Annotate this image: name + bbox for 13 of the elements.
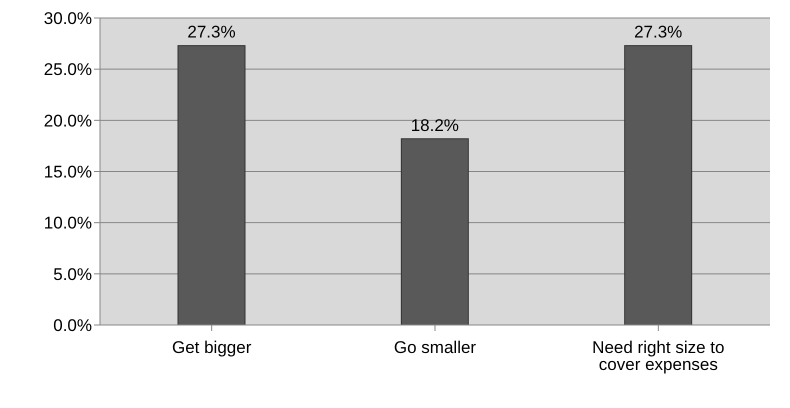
y-tick-label: 25.0% bbox=[44, 60, 92, 80]
y-tick-label: 5.0% bbox=[53, 264, 92, 284]
y-tick-label: 0.0% bbox=[53, 316, 92, 336]
x-tick-label: Go smaller bbox=[394, 338, 476, 358]
data-label: 18.2% bbox=[410, 116, 459, 135]
data-label: 27.3% bbox=[634, 22, 682, 42]
y-tick-label: 15.0% bbox=[44, 162, 92, 182]
x-tick-label: Need right size to cover expenses bbox=[592, 338, 724, 374]
y-tick-label: 10.0% bbox=[44, 214, 92, 233]
data-label: 27.3% bbox=[187, 22, 236, 42]
y-tick-label: 30.0% bbox=[44, 9, 92, 28]
x-tick-label: Get bigger bbox=[172, 338, 252, 358]
y-tick-label: 20.0% bbox=[44, 111, 92, 130]
